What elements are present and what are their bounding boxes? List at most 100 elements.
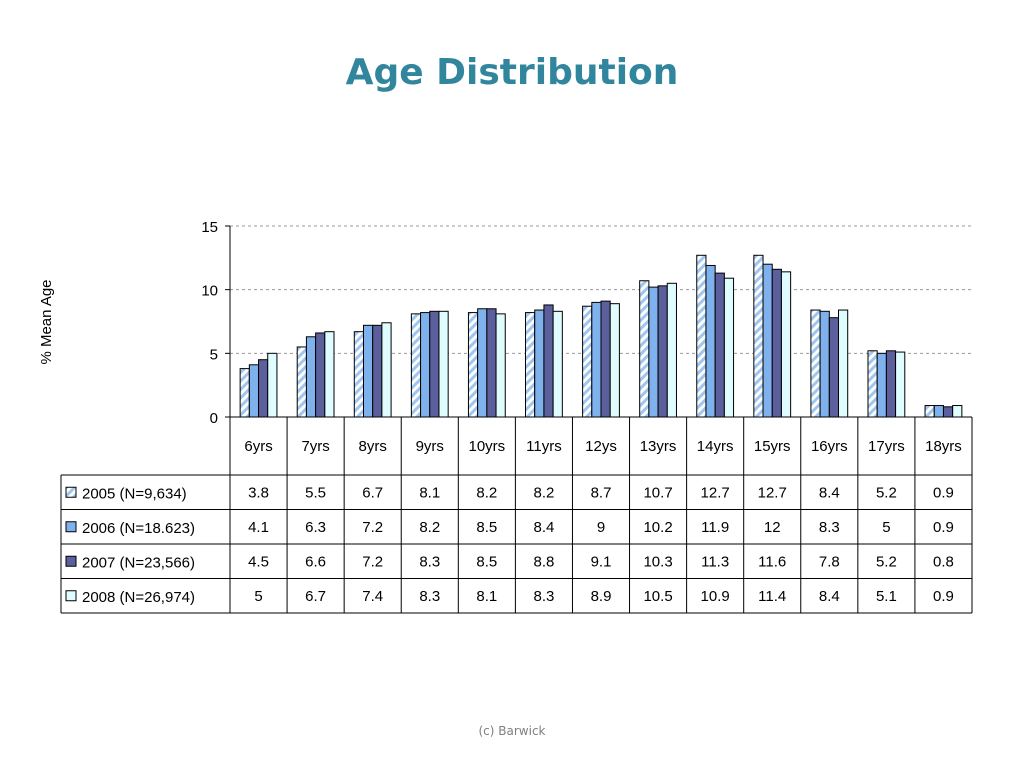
bar <box>666 282 677 418</box>
bar <box>315 332 326 418</box>
bars <box>239 254 963 418</box>
data-label: 8.5 <box>476 519 497 536</box>
bar <box>381 322 392 418</box>
y-tick-label: 0 <box>210 410 218 427</box>
data-label: 6.3 <box>305 519 326 536</box>
data-label: 8.3 <box>419 588 440 605</box>
data-label: 8.4 <box>819 588 840 605</box>
bar <box>952 405 963 418</box>
bar <box>942 406 954 418</box>
data-label: 3.8 <box>248 484 269 501</box>
data-label: 8.2 <box>533 484 554 501</box>
data-label: 5.2 <box>876 553 897 570</box>
legend-swatch <box>65 555 77 567</box>
data-label: 7.2 <box>362 519 383 536</box>
slide-title: Age Distribution <box>345 52 679 93</box>
data-label: 0.9 <box>933 519 954 536</box>
bar <box>486 308 497 418</box>
bar <box>248 364 260 418</box>
bar <box>410 313 422 418</box>
data-label: 11.6 <box>758 553 786 570</box>
data-table: 6yrs 7yrs 8yrs 9yrs 10yrs 11yrs 12ys 13yrs 14yrs… <box>60 416 973 614</box>
bar <box>467 312 479 418</box>
data-label: 9.1 <box>591 553 612 570</box>
bar <box>258 359 269 418</box>
data-label: 6.7 <box>305 588 326 605</box>
data-label: 5.1 <box>876 588 897 605</box>
data-label: 10.9 <box>701 588 730 605</box>
bar <box>771 268 782 418</box>
bar <box>239 368 250 418</box>
bar <box>267 352 278 418</box>
data-label: 5.2 <box>876 484 897 501</box>
bar <box>648 286 659 418</box>
bar <box>296 346 307 418</box>
bar <box>933 405 944 418</box>
x-tick-label: 17yrs <box>868 438 905 455</box>
bar <box>876 352 887 418</box>
x-tick-label: 7yrs <box>301 438 329 455</box>
bar <box>362 324 374 418</box>
x-tick-label: 13yrs <box>640 438 677 455</box>
bar <box>429 310 440 418</box>
data-label: 7.4 <box>362 588 383 605</box>
bar <box>477 308 488 418</box>
x-tick-label: 15yrs <box>754 438 791 455</box>
data-label: 8.4 <box>819 484 840 501</box>
data-label: 11.4 <box>758 588 786 605</box>
data-label: 11.3 <box>701 553 729 570</box>
bar <box>753 254 764 418</box>
bar <box>696 254 707 418</box>
y-tick-label: 15 <box>201 219 218 236</box>
data-label: 4.5 <box>248 553 269 570</box>
data-label: 0.9 <box>933 588 954 605</box>
data-label: 8.7 <box>591 484 612 501</box>
bar <box>714 272 725 418</box>
legend-entry: 2006 (N=18.623) <box>82 520 195 537</box>
data-label: 10.5 <box>643 588 672 605</box>
data-label: 6.6 <box>305 553 326 570</box>
footer-credit: (c) Barwick <box>478 724 546 738</box>
data-label: 10.7 <box>643 484 672 501</box>
data-label: 12.7 <box>758 484 787 501</box>
legend-entry: 2008 (N=26,974) <box>82 589 195 606</box>
bar <box>600 300 611 418</box>
data-label: 0.8 <box>933 553 954 570</box>
bar <box>762 263 773 418</box>
bar <box>705 264 716 418</box>
data-label: 8.5 <box>476 553 497 570</box>
data-label: 8.3 <box>533 588 554 605</box>
legend-swatch <box>65 521 77 533</box>
data-label: 8.2 <box>476 484 497 501</box>
data-label: 8.9 <box>591 588 612 605</box>
x-tick-label: 8yrs <box>359 438 387 455</box>
grid-lines <box>230 225 972 354</box>
bar <box>372 324 383 418</box>
x-tick-label: 14yrs <box>697 438 734 455</box>
data-label: 5.5 <box>305 484 326 501</box>
x-tick-label: 16yrs <box>811 438 848 455</box>
bar <box>780 271 792 418</box>
bar <box>591 301 602 418</box>
bar <box>353 331 364 418</box>
data-label: 10.2 <box>643 519 672 536</box>
bar <box>885 350 897 418</box>
bar <box>609 303 620 418</box>
data-label: 6.7 <box>362 484 383 501</box>
data-label: 8.8 <box>533 553 554 570</box>
bar <box>819 310 830 418</box>
data-label: 4.1 <box>248 519 269 536</box>
bar <box>828 317 840 418</box>
bar <box>810 309 821 418</box>
data-label: 8.4 <box>533 519 554 536</box>
y-tick-label: 10 <box>201 283 218 300</box>
data-label: 8.1 <box>419 484 440 501</box>
data-label: 0.9 <box>933 484 954 501</box>
bar <box>924 405 935 418</box>
bar <box>525 312 536 418</box>
legend-entry: 2005 (N=9,634) <box>82 485 187 502</box>
bar <box>657 285 668 418</box>
bar <box>438 310 449 418</box>
data-label: 12.7 <box>701 484 730 501</box>
bar <box>534 309 545 418</box>
